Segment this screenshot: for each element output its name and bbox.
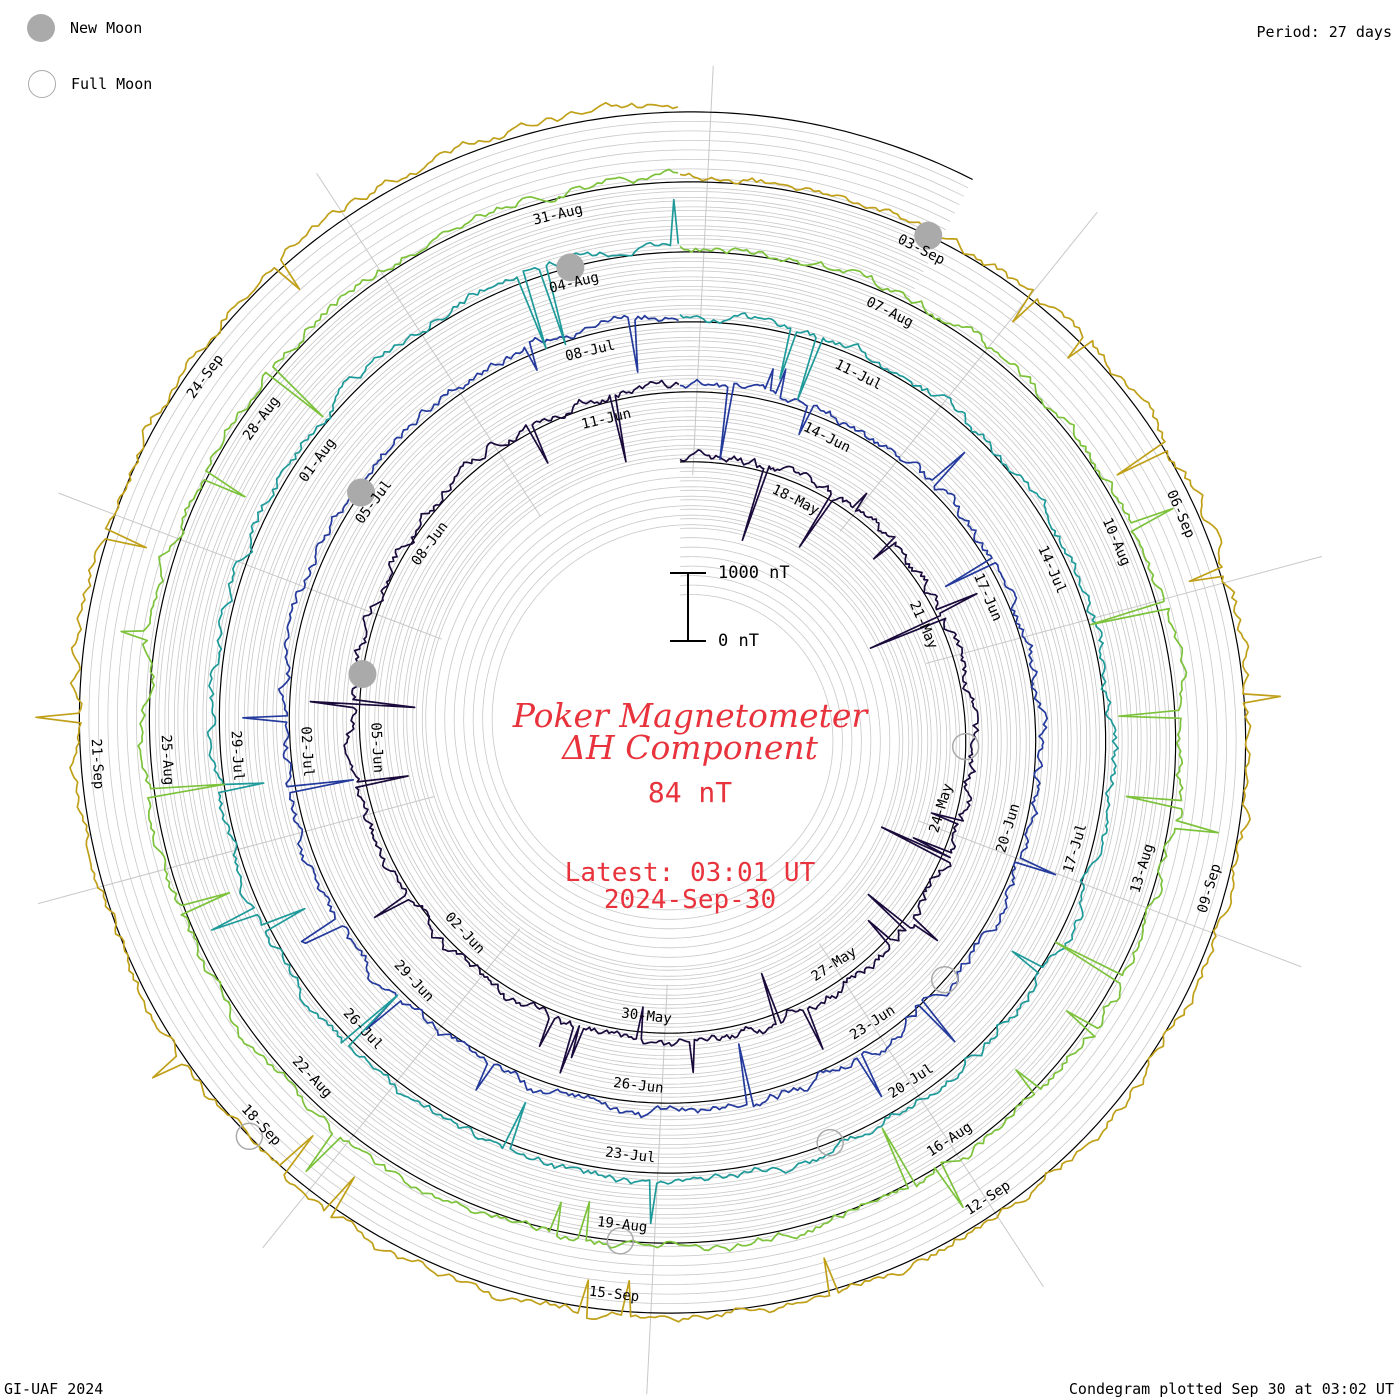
- trace-rotation-4: [120, 168, 1220, 1252]
- date-label: 05-Jun: [367, 722, 386, 773]
- grid-spiral: [155, 187, 1170, 1238]
- period-label: Period: 27 days: [1256, 23, 1392, 41]
- new-moon-marker: [348, 660, 377, 689]
- legend-new-moon: New Moon: [27, 14, 142, 42]
- radial-grid-line: [926, 555, 1323, 664]
- date-label: 09-Sep: [1195, 862, 1225, 915]
- grid-spiral: [98, 130, 1227, 1295]
- footer-credit: GI-UAF 2024: [4, 1380, 104, 1398]
- date-label: 30-May: [620, 1005, 672, 1027]
- grid-spiral: [212, 244, 1113, 1181]
- full-moon-marker: [235, 1122, 264, 1151]
- trace-rotation-2: [242, 314, 1057, 1119]
- trace-rotation-5: [35, 101, 1282, 1323]
- full-moon-marker: [951, 732, 980, 761]
- new-moon-marker: [556, 253, 585, 282]
- grid-spiral: [174, 206, 1151, 1219]
- grid-spiral: [117, 149, 1208, 1276]
- grid-spiral: [126, 159, 1199, 1266]
- latest-date: 2024-Sep-30: [603, 885, 777, 915]
- date-label: 06-Sep: [1163, 488, 1198, 541]
- grid-spiral: [145, 178, 1180, 1247]
- date-label: 25-Aug: [158, 734, 177, 785]
- scale-top-label: 1000 nT: [718, 563, 790, 583]
- trace-rotation-1: [309, 379, 980, 1074]
- title-line-2: ΔH Component: [562, 728, 818, 767]
- legend-full-moon: Full Moon: [28, 70, 152, 98]
- latest-block: Latest: 03:01 UT 2024-Sep-30: [440, 860, 940, 914]
- scale-bottom-label: 0 nT: [718, 631, 759, 651]
- moon-markers: [235, 221, 980, 1255]
- trace-layer: [35, 101, 1282, 1323]
- date-label: 22-Aug: [289, 1053, 335, 1101]
- date-label: 19-Aug: [596, 1214, 648, 1236]
- radial-grid-line: [316, 172, 542, 517]
- legend-full-moon-label: Full Moon: [71, 75, 153, 93]
- footer-plotted: Condegram plotted Sep 30 at 03:02 UT: [1068, 1380, 1394, 1398]
- date-label: 15-Sep: [588, 1284, 640, 1306]
- trace-rotation-3: [206, 198, 1119, 1225]
- grid-spiral: [164, 197, 1161, 1228]
- grid-spiral: [183, 216, 1142, 1209]
- grid-spiral: [193, 225, 1132, 1200]
- current-value: 84 nT: [647, 776, 733, 809]
- radial-grid-line: [818, 943, 1044, 1288]
- chart-title: Poker Magnetometer ΔH Component: [440, 696, 940, 767]
- grid-spiral: [202, 235, 1123, 1190]
- date-label: 21-Sep: [88, 738, 107, 789]
- full-moon-marker: [606, 1227, 635, 1255]
- full-moon-icon: [28, 70, 56, 98]
- grid-spiral: [88, 121, 1237, 1304]
- scale-bar: [670, 572, 706, 642]
- date-label: 29-Jul: [227, 730, 246, 781]
- grid-spiral: [136, 168, 1189, 1257]
- radial-grid-line: [58, 492, 442, 640]
- new-moon-marker: [914, 221, 943, 250]
- date-label: 02-Jul: [297, 726, 316, 777]
- full-moon-marker: [816, 1128, 844, 1157]
- grid-spiral: [107, 140, 1218, 1285]
- legend-new-moon-label: New Moon: [70, 19, 143, 37]
- date-label: 23-Jul: [604, 1145, 656, 1167]
- new-moon-icon: [27, 14, 55, 42]
- full-moon-marker: [930, 965, 959, 994]
- latest-time: Latest: 03:01 UT: [564, 858, 816, 888]
- radial-grid-line: [918, 820, 1302, 968]
- radial-grid-line: [839, 211, 1098, 532]
- date-label: 26-Jun: [612, 1075, 664, 1097]
- new-moon-marker: [347, 478, 376, 507]
- title-line-1: Poker Magnetometer: [512, 696, 868, 735]
- grid-layer: [37, 65, 1323, 1395]
